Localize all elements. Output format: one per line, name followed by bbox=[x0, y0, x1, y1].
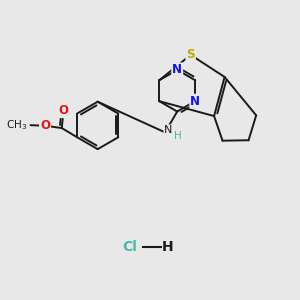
Text: CH$_3$: CH$_3$ bbox=[6, 118, 27, 132]
Text: N: N bbox=[164, 125, 173, 135]
Text: O: O bbox=[58, 104, 68, 117]
Text: O: O bbox=[40, 119, 50, 132]
Text: H: H bbox=[174, 131, 182, 141]
Text: N: N bbox=[172, 63, 182, 76]
Text: S: S bbox=[186, 48, 195, 62]
Text: N: N bbox=[190, 94, 200, 108]
Text: Cl: Cl bbox=[122, 240, 137, 254]
Text: H: H bbox=[161, 240, 173, 254]
